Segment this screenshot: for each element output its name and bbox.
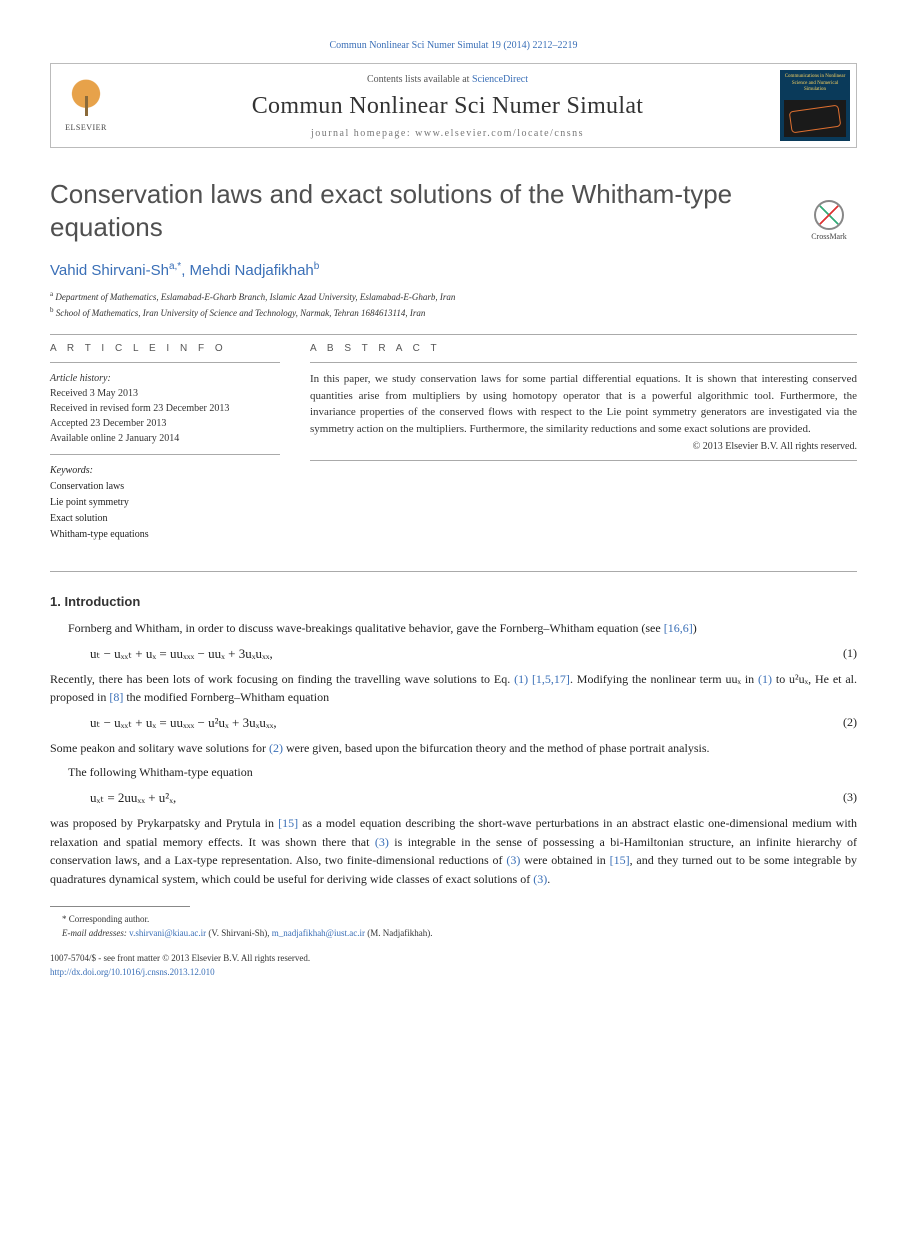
affil-b: b School of Mathematics, Iran University…	[50, 305, 857, 321]
para-4: The following Whitham-type equation	[50, 763, 857, 782]
author-2: Mehdi Nadjafikhah	[190, 262, 314, 279]
eq-number: (1)	[827, 646, 857, 661]
divider	[50, 571, 857, 572]
eq-number: (2)	[827, 715, 857, 730]
equation-1: uₜ − uₓₓₜ + uₓ = uuₓₓₓ − uuₓ + 3uₓuₓₓ, (…	[90, 646, 857, 662]
eq-body: uₓₜ = 2uuₓₓ + u²ₓ,	[90, 790, 827, 806]
eq-body: uₜ − uₓₓₜ + uₓ = uuₓₓₓ − uuₓ + 3uₓuₓₓ,	[90, 646, 827, 662]
divider	[50, 454, 280, 455]
ref-link[interactable]: (1)	[514, 672, 528, 686]
ref-link[interactable]: [16,6]	[664, 621, 693, 635]
article-info-label: A R T I C L E I N F O	[50, 343, 280, 354]
journal-name: Commun Nonlinear Sci Numer Simulat	[129, 93, 766, 120]
ref-link[interactable]: (3)	[375, 835, 389, 849]
contents-line: Contents lists available at ScienceDirec…	[129, 74, 766, 85]
footer-block: 1007-5704/$ - see front matter © 2013 El…	[50, 952, 857, 979]
history-label: Article history:	[50, 371, 280, 386]
crossmark-icon	[808, 194, 850, 236]
ref-link[interactable]: (3)	[533, 872, 547, 886]
elsevier-tree-icon	[65, 79, 107, 121]
keywords-label: Keywords:	[50, 463, 280, 479]
author-2-affil-mark[interactable]: b	[314, 261, 320, 272]
ref-link[interactable]: (2)	[269, 741, 283, 755]
info-abstract-row: A R T I C L E I N F O Article history: R…	[50, 343, 857, 543]
authors-line: Vahid Shirvani-Sha,*, Mehdi Nadjafikhahb	[50, 261, 857, 279]
equation-2: uₜ − uₓₓₜ + uₓ = uuₓₓₓ − u²uₓ + 3uₓuₓₓ, …	[90, 715, 857, 731]
header-citation: Commun Nonlinear Sci Numer Simulat 19 (2…	[50, 40, 857, 51]
section-1-heading: 1. Introduction	[50, 594, 857, 609]
affil-a: a Department of Mathematics, Eslamabad-E…	[50, 289, 857, 305]
page-root: Commun Nonlinear Sci Numer Simulat 19 (2…	[0, 0, 907, 1019]
history-line: Available online 2 January 2014	[50, 431, 280, 446]
doi-link[interactable]: http://dx.doi.org/10.1016/j.cnsns.2013.1…	[50, 967, 215, 977]
abstract-column: A B S T R A C T In this paper, we study …	[310, 343, 857, 543]
equation-3: uₓₜ = 2uuₓₓ + u²ₓ, (3)	[90, 790, 857, 806]
journal-homepage: journal homepage: www.elsevier.com/locat…	[129, 128, 766, 139]
ref-link[interactable]: [8]	[109, 690, 123, 704]
keyword: Whitham-type equations	[50, 527, 280, 543]
divider	[50, 362, 280, 363]
para-3: Some peakon and solitary wave solutions …	[50, 739, 857, 758]
email-link-1[interactable]: v.shirvani@kiau.ac.ir	[129, 928, 206, 938]
footnote-separator	[50, 906, 190, 907]
journal-header-box: ELSEVIER Contents lists available at Sci…	[50, 63, 857, 148]
ref-link[interactable]: [15]	[610, 853, 630, 867]
para-2: Recently, there has been lots of work fo…	[50, 670, 857, 707]
email-who-1: (V. Shirvani-Sh)	[208, 928, 267, 938]
ref-link[interactable]: [15]	[278, 816, 298, 830]
ref-link[interactable]: (1)	[758, 672, 772, 686]
article-history: Article history: Received 3 May 2013 Rec…	[50, 371, 280, 446]
divider	[50, 334, 857, 335]
author-1-corr-mark: ,*	[175, 261, 182, 272]
ref-link[interactable]: [1,5,17]	[532, 672, 570, 686]
history-line: Accepted 23 December 2013	[50, 416, 280, 431]
contents-prefix: Contents lists available at	[367, 74, 472, 85]
cover-title: Communications in Nonlinear Science and …	[780, 70, 850, 96]
corresponding-author-note: * Corresponding author.	[50, 913, 857, 927]
email-link-2[interactable]: m_nadjafikhah@iust.ac.ir	[272, 928, 365, 938]
journal-center: Contents lists available at ScienceDirec…	[121, 64, 774, 147]
history-line: Received 3 May 2013	[50, 386, 280, 401]
abstract-copyright: © 2013 Elsevier B.V. All rights reserved…	[310, 441, 857, 452]
divider	[310, 362, 857, 363]
keywords-block: Keywords: Conservation laws Lie point sy…	[50, 463, 280, 543]
sciencedirect-link[interactable]: ScienceDirect	[472, 74, 528, 85]
abstract-text: In this paper, we study conservation law…	[310, 371, 857, 437]
affiliations: a Department of Mathematics, Eslamabad-E…	[50, 289, 857, 320]
keyword: Exact solution	[50, 511, 280, 527]
keyword: Conservation laws	[50, 479, 280, 495]
ref-link[interactable]: (3)	[506, 853, 520, 867]
email-who-2: (M. Nadjafikhah)	[367, 928, 430, 938]
history-line: Received in revised form 23 December 201…	[50, 401, 280, 416]
email-label: E-mail addresses:	[62, 928, 127, 938]
para-1: Fornberg and Whitham, in order to discus…	[50, 619, 857, 638]
divider	[310, 460, 857, 461]
footer-copyright: 1007-5704/$ - see front matter © 2013 El…	[50, 952, 857, 966]
keyword: Lie point symmetry	[50, 495, 280, 511]
article-info-column: A R T I C L E I N F O Article history: R…	[50, 343, 280, 543]
article-title: Conservation laws and exact solutions of…	[50, 178, 857, 243]
author-1: Vahid Shirvani-Sh	[50, 262, 169, 279]
eq-body: uₜ − uₓₓₜ + uₓ = uuₓₓₓ − u²uₓ + 3uₓuₓₓ,	[90, 715, 827, 731]
cover-graphic	[784, 100, 846, 138]
email-footnote: E-mail addresses: v.shirvani@kiau.ac.ir …	[50, 927, 857, 941]
abstract-label: A B S T R A C T	[310, 343, 857, 354]
para-5: was proposed by Prykarpatsky and Prytula…	[50, 814, 857, 888]
crossmark-badge[interactable]: CrossMark	[801, 200, 857, 241]
eq-number: (3)	[827, 790, 857, 805]
crossmark-label: CrossMark	[811, 232, 847, 241]
journal-cover-thumbnail: Communications in Nonlinear Science and …	[780, 70, 850, 141]
elsevier-label: ELSEVIER	[65, 123, 107, 132]
elsevier-logo: ELSEVIER	[51, 64, 121, 147]
